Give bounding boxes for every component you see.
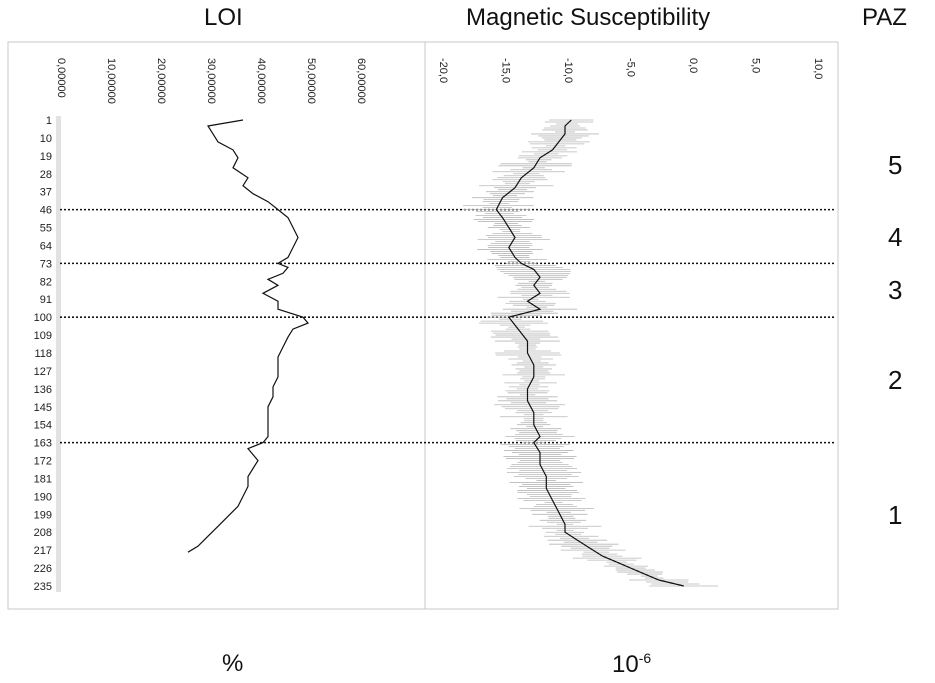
depth-tick-label: 217 (34, 545, 52, 557)
depth-tick-label: 28 (40, 169, 52, 181)
ms-x-tick-label: -15,0 (500, 58, 512, 83)
loi-x-tick-label: 10,00000 (105, 58, 117, 104)
loi-series-line (187, 119, 309, 553)
depth-tick-label: 19 (40, 151, 52, 163)
depth-tick-label: 136 (34, 384, 52, 396)
loi-x-tick-label: 30,00000 (205, 58, 217, 104)
depth-tick-label: 55 (40, 223, 52, 235)
ms-series-line (495, 119, 684, 587)
loi-x-tick-label: 40,00000 (255, 58, 267, 104)
depth-tick-label: 91 (40, 294, 52, 306)
depth-tick-label: 199 (34, 509, 52, 521)
depth-tick-label: 82 (40, 276, 52, 288)
chart-frame (7, 41, 839, 610)
depth-tick-label: 100 (34, 312, 52, 324)
depth-tick-label: 208 (34, 527, 52, 539)
ms-unit-exponent: -6 (638, 650, 652, 666)
depth-tick-label: 127 (34, 366, 52, 378)
loi-x-tick-label: 0,00000 (55, 58, 67, 98)
ms-unit: 10-6 (612, 650, 651, 679)
zone-label-5: 5 (888, 149, 903, 180)
ms-x-tick-label: 0,0 (687, 58, 699, 73)
depth-tick-label: 190 (34, 491, 52, 503)
zone-label-3: 3 (888, 275, 903, 306)
zone-label-2: 2 (888, 364, 903, 395)
depth-tick-label: 109 (34, 330, 52, 342)
depth-tick-label: 73 (40, 258, 52, 270)
depth-tick-label: 37 (40, 187, 52, 199)
ms-unit-base: 10 (612, 651, 639, 678)
depth-tick-label: 163 (34, 438, 52, 450)
depth-tick-label: 172 (34, 456, 52, 468)
paz-title: PAZ (862, 4, 907, 31)
depth-tick-label: 226 (34, 563, 52, 575)
ms-x-tick-label: -5,0 (625, 58, 637, 77)
depth-tick-label: 181 (34, 473, 52, 485)
magnetic-susceptibility-title: Magnetic Susceptibility (466, 4, 711, 31)
ms-x-tick-label: 5,0 (750, 58, 762, 73)
depth-tick-label: 64 (40, 240, 52, 252)
depth-tick-label: 1 (46, 115, 52, 127)
zone-label-4: 4 (888, 221, 903, 252)
depth-tick-label: 118 (34, 348, 52, 360)
ms-x-tick-label: -10,0 (562, 58, 574, 83)
loi-unit: % (222, 650, 244, 677)
depth-tick-label: 46 (40, 205, 52, 217)
ms-x-tick-label: -20,0 (437, 58, 449, 83)
ms-x-tick-label: 10,0 (812, 58, 824, 79)
depth-tick-label: 154 (34, 420, 52, 432)
loi-x-tick-label: 60,00000 (355, 58, 367, 104)
depth-axis-bar (56, 116, 61, 592)
depth-tick-label: 235 (34, 581, 52, 593)
loi-x-tick-label: 20,00000 (155, 58, 167, 104)
depth-profile-chart: 0,00000 10,00000 20,00000 30,00000 40,00000 5… (7, 41, 839, 610)
zone-label-1: 1 (888, 500, 903, 531)
depth-tick-label: 10 (40, 133, 52, 145)
loi-x-tick-label: 50,00000 (305, 58, 317, 104)
loi-title: LOI (204, 4, 243, 31)
depth-tick-label: 145 (34, 402, 52, 414)
